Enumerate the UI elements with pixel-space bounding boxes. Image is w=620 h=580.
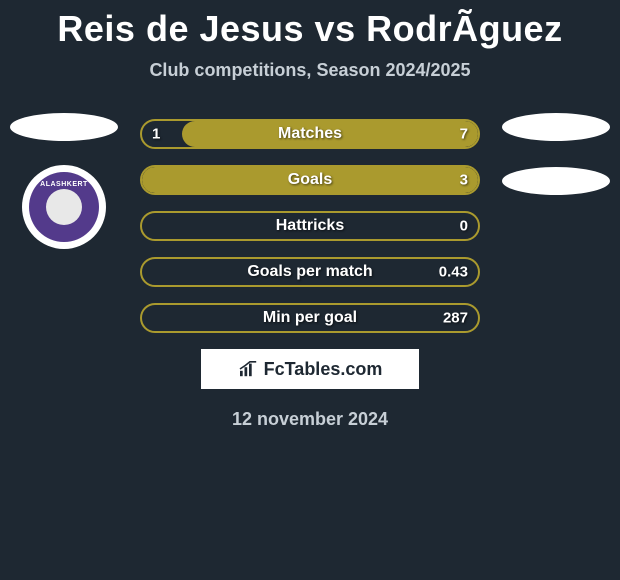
attribution-label: FcTables.com [264,359,383,380]
left-player-column: ALASHKERT [10,113,118,249]
attribution-box[interactable]: FcTables.com [201,349,419,389]
attribution-text: FcTables.com [238,359,383,380]
page-title: Reis de Jesus vs RodrÃ­guez [0,0,620,50]
stat-label: Goals per match [142,263,478,281]
club-badge-label: ALASHKERT [40,181,88,188]
stat-label: Min per goal [142,309,478,327]
club-badge-left: ALASHKERT [22,165,106,249]
stat-value-left: 1 [152,126,160,143]
club-badge-inner: ALASHKERT [29,172,99,242]
comparison-chart: ALASHKERT 1Matches7 Goals3 Hattricks0 Goals… [0,119,620,333]
club-placeholder-ellipse [502,167,610,195]
chart-icon [238,360,260,378]
stat-bar: 1Matches7 [140,119,480,149]
subtitle: Club competitions, Season 2024/2025 [0,60,620,81]
player-placeholder-ellipse [10,113,118,141]
stat-bar: Goals3 [140,165,480,195]
stat-value-right: 287 [443,310,468,327]
stat-bars: 1Matches7 Goals3 Hattricks0 Goals per match… [140,119,480,333]
stat-bar: Goals per match0.43 [140,257,480,287]
right-player-column [502,113,610,195]
stat-value-right: 0.43 [439,264,468,281]
stat-value-right: 3 [460,172,468,189]
stat-value-right: 0 [460,218,468,235]
stat-bar: Min per goal287 [140,303,480,333]
player-placeholder-ellipse [502,113,610,141]
date-line: 12 november 2024 [0,409,620,430]
stat-bar: Hattricks0 [140,211,480,241]
stat-label: Goals [142,171,478,189]
stat-label: Hattricks [142,217,478,235]
stat-label: Matches [142,125,478,143]
stat-value-right: 7 [460,126,468,143]
